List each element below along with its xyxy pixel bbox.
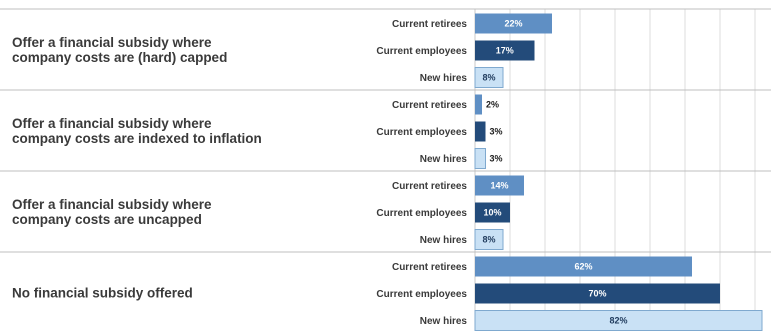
group-label: Offer a financial subsidy where <box>12 35 212 50</box>
bar <box>475 283 720 304</box>
bar <box>475 175 524 196</box>
bar <box>475 94 482 115</box>
bar-value-label: 70% <box>588 289 606 299</box>
group-label: No financial subsidy offered <box>12 286 193 301</box>
group-label: Offer a financial subsidy where <box>12 116 212 131</box>
bar-value-label: 62% <box>574 262 592 272</box>
bar-category-label: New hires <box>420 154 468 165</box>
bar <box>474 67 504 88</box>
bar-value-label: 82% <box>609 316 627 326</box>
bar-value-label: 22% <box>504 19 522 29</box>
bar-category-label: Current retirees <box>392 262 467 273</box>
bar <box>475 40 535 61</box>
group-label: company costs are indexed to inflation <box>12 131 262 146</box>
bar-value-label: 14% <box>490 181 508 191</box>
bar <box>475 13 552 34</box>
bar-category-label: Current employees <box>376 289 467 300</box>
bar <box>475 121 486 142</box>
bar <box>475 256 692 277</box>
bar-value-label: 8% <box>482 73 495 83</box>
bar-value-label: 17% <box>496 46 514 56</box>
bar <box>475 202 510 223</box>
bar-value-label: 2% <box>486 100 499 110</box>
bar-category-label: New hires <box>420 235 468 246</box>
bar-value-label: 10% <box>483 208 501 218</box>
bar-category-label: Current employees <box>376 46 467 57</box>
bar <box>474 229 504 250</box>
bar-value-label: 3% <box>490 127 503 137</box>
bar-value-label: 8% <box>482 235 495 245</box>
group-label: Offer a financial subsidy where <box>12 197 212 212</box>
group-label: company costs are (hard) capped <box>12 50 227 65</box>
bar-category-label: Current retirees <box>392 19 467 30</box>
bar-category-label: Current employees <box>376 208 467 219</box>
bar-category-label: Current retirees <box>392 181 467 192</box>
bar-category-label: Current employees <box>376 127 467 138</box>
bar-category-label: Current retirees <box>392 100 467 111</box>
bar <box>474 148 486 169</box>
group-label: company costs are uncapped <box>12 212 202 227</box>
bar-value-label: 3% <box>490 154 503 164</box>
bar-category-label: New hires <box>420 316 468 327</box>
bar-category-label: New hires <box>420 73 468 84</box>
